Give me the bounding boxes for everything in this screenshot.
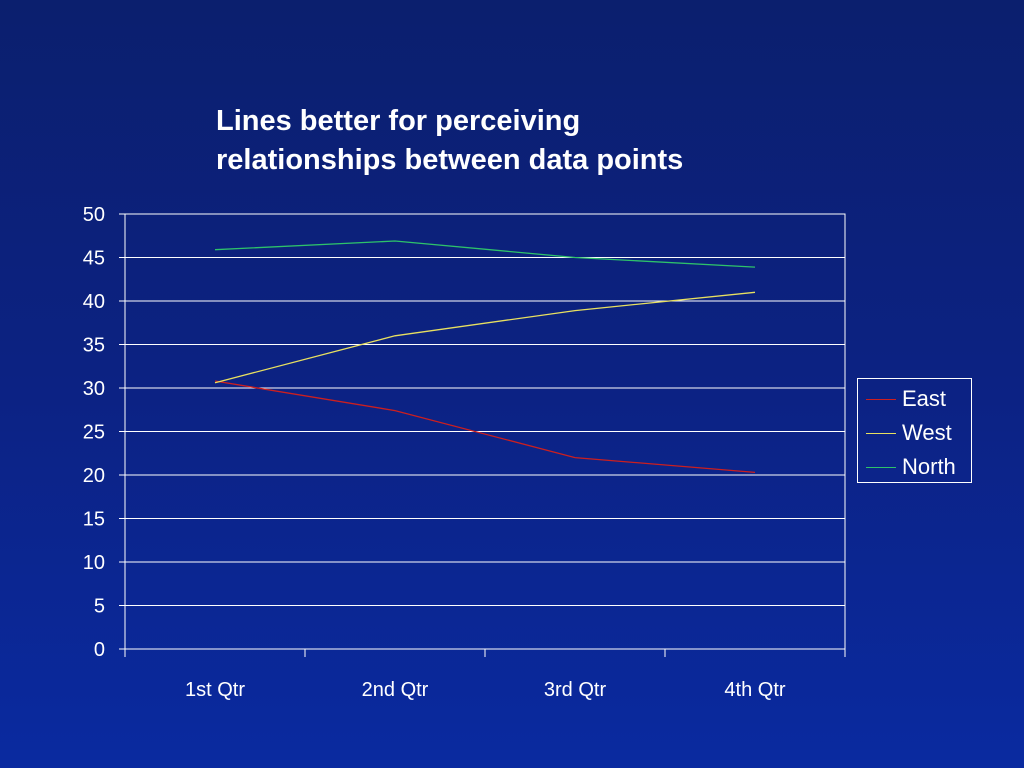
legend-label-east: East	[902, 386, 947, 411]
legend-swatch-east	[866, 398, 896, 400]
y-tick-label: 10	[83, 552, 105, 574]
x-tick-label: 3rd Qtr	[544, 679, 607, 701]
legend-item-west: West	[866, 418, 952, 448]
y-tick-label: 40	[83, 291, 105, 313]
y-tick-label: 5	[94, 596, 105, 618]
series-line-west	[214, 291, 756, 384]
legend-item-north: North	[866, 452, 956, 482]
legend-swatch-north	[866, 466, 896, 468]
y-tick-label: 30	[83, 378, 105, 400]
legend-swatch-west	[866, 432, 896, 434]
y-tick-label: 25	[83, 422, 105, 444]
chart-title: Lines better for perceiving relationship…	[216, 102, 816, 180]
y-tick-label: 50	[83, 204, 105, 226]
series-line-east	[214, 380, 756, 474]
y-tick-label: 15	[83, 509, 105, 531]
y-tick-label: 35	[83, 335, 105, 357]
legend-label-west: West	[902, 420, 952, 445]
x-tick-label: 1st Qtr	[185, 679, 245, 701]
x-tick-label: 2nd Qtr	[362, 679, 429, 701]
legend-item-east: East	[866, 384, 946, 414]
series-line-north	[214, 240, 756, 268]
y-tick-label: 45	[83, 248, 105, 270]
chart-title-line-1: Lines better for perceiving	[216, 105, 581, 137]
chart-title-line-2: relationships between data points	[216, 144, 684, 176]
y-tick-label: 0	[94, 639, 105, 661]
legend-label-north: North	[902, 454, 956, 479]
chart-legend: East West North	[857, 378, 972, 483]
x-tick-label: 4th Qtr	[724, 679, 785, 701]
y-tick-label: 20	[83, 465, 105, 487]
